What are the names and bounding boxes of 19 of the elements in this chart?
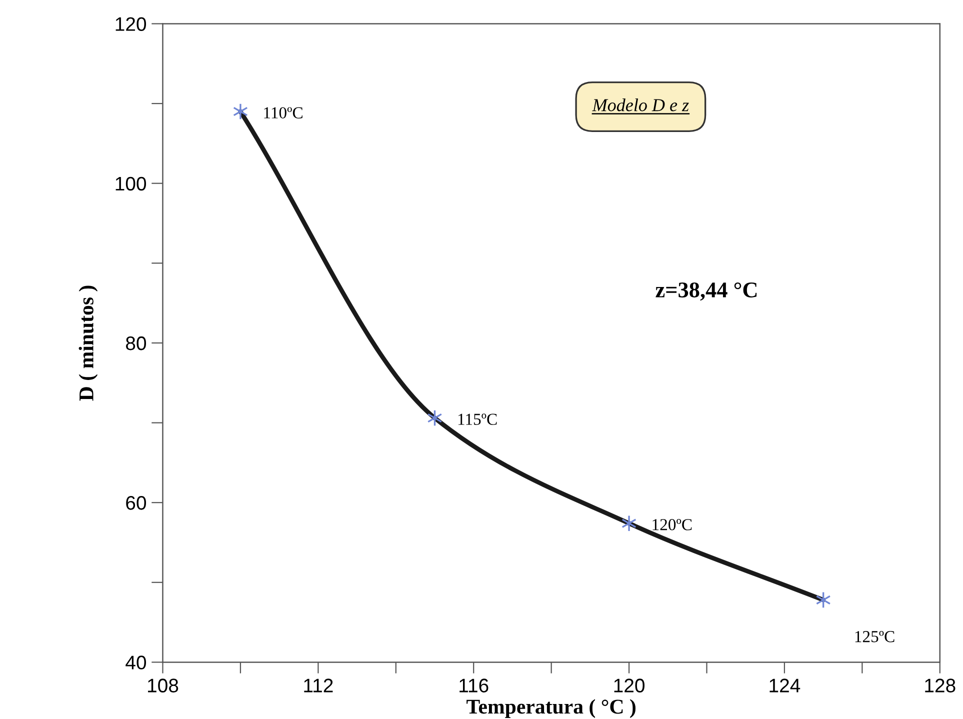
y-tick-label: 80 <box>126 336 146 350</box>
y-tick-label: 120 <box>116 17 146 31</box>
annotation: Modelo D e z <box>592 98 689 112</box>
y-axis-title: D ( minutos ) <box>78 286 98 401</box>
annotation: z=38,44 °C <box>656 282 757 301</box>
x-tick-label: 108 <box>148 678 178 692</box>
annotation: 125ºC <box>855 630 894 642</box>
annotation: 115ºC <box>458 414 497 425</box>
y-tick-label: 60 <box>126 496 146 510</box>
y-tick-label: 40 <box>126 656 146 670</box>
annotation: 120ºC <box>652 519 692 530</box>
y-tick-label: 100 <box>116 176 146 191</box>
x-tick-label: 128 <box>925 678 956 692</box>
x-tick-label: 124 <box>770 678 800 692</box>
x-tick-label: 112 <box>304 678 333 692</box>
x-axis-title: Temperatura ( °C ) <box>466 699 636 718</box>
x-tick-label: 116 <box>460 678 488 692</box>
x-tick-label: 120 <box>614 678 644 692</box>
annotation: 110ºC <box>264 107 302 118</box>
